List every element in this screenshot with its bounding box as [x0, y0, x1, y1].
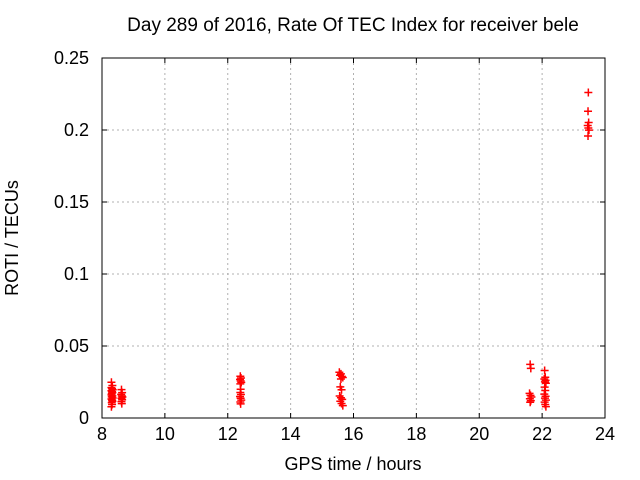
data-point-marker [526, 398, 535, 407]
data-point-marker [584, 132, 593, 141]
x-axis-label: GPS time / hours [284, 454, 421, 474]
y-tick-label: 0.05 [54, 336, 89, 356]
x-tick-label: 22 [532, 424, 552, 444]
axis-ticks [101, 57, 606, 419]
data-point-marker [236, 399, 245, 408]
y-tick-label: 0.25 [54, 48, 89, 68]
data-point-marker [107, 402, 116, 411]
y-tick-label: 0.1 [64, 264, 89, 284]
data-points [107, 88, 593, 411]
y-tick-label: 0 [79, 408, 89, 428]
x-tick-label: 12 [218, 424, 238, 444]
data-point-marker [336, 374, 345, 383]
grid-lines [102, 58, 605, 418]
data-point-marker [541, 379, 550, 388]
data-point-marker [584, 88, 593, 97]
x-tick-label: 24 [595, 424, 615, 444]
data-point-marker [237, 378, 246, 387]
data-point-marker [526, 364, 535, 373]
data-point-marker [584, 107, 593, 116]
x-tick-label: 10 [155, 424, 175, 444]
data-point-marker [540, 366, 549, 375]
tick-labels: 8 10 12 14 16 18 20 22 24 0 0.05 0.1 0.15 0.2 0.25 [54, 48, 615, 444]
y-tick-label: 0.15 [54, 192, 89, 212]
chart-title: Day 289 of 2016, Rate Of TEC Index for r… [127, 15, 579, 36]
data-point-marker [117, 399, 126, 408]
x-tick-label: 20 [469, 424, 489, 444]
data-point-marker [584, 126, 593, 135]
x-tick-label: 14 [281, 424, 301, 444]
x-tick-label: 8 [97, 424, 107, 444]
data-point-marker [338, 401, 347, 410]
x-tick-label: 16 [343, 424, 363, 444]
data-point-marker [338, 373, 347, 382]
data-point-marker [541, 402, 550, 411]
y-tick-label: 0.2 [64, 120, 89, 140]
y-axis-label: ROTI / TECUs [2, 180, 22, 296]
data-point-marker [337, 385, 346, 394]
x-tick-label: 18 [406, 424, 426, 444]
